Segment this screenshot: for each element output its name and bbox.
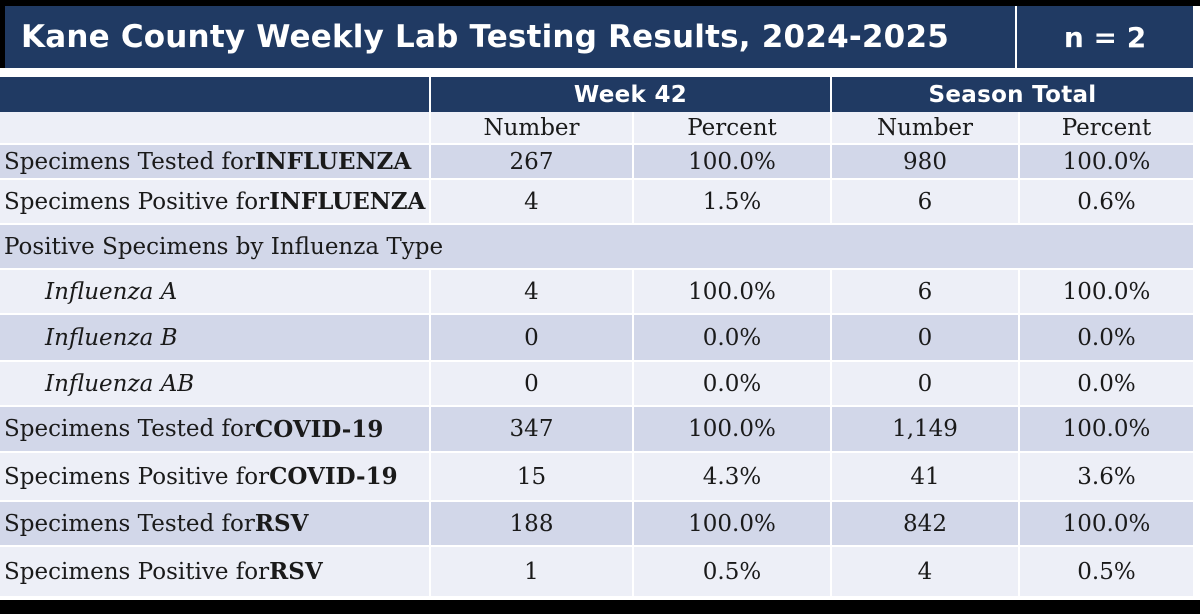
row-label: Positive Specimens by Influenza Type [0, 225, 1193, 268]
sub-header-row: Number Percent Number Percent [0, 112, 1193, 143]
table-row: Specimens Positive for COVID-19 15 4.3% 41 3… [0, 453, 1193, 500]
value-cell: 347 [431, 407, 632, 451]
value-cell: 6 [832, 270, 1018, 313]
table-row: Specimens Positive for INFLUENZA 4 1.5% 6 0.… [0, 180, 1193, 223]
value-cell: 0 [431, 315, 632, 360]
title-bar: Kane County Weekly Lab Testing Results, … [0, 6, 1193, 68]
value-cell: 980 [832, 145, 1018, 178]
row-label: Specimens Positive for INFLUENZA [0, 180, 429, 223]
row-label: Specimens Positive for COVID-19 [0, 453, 429, 500]
row-label: Specimens Positive for RSV [0, 547, 429, 596]
value-cell: 0.5% [634, 547, 830, 596]
column-group-empty [0, 77, 429, 112]
value-cell: 267 [431, 145, 632, 178]
page-title: Kane County Weekly Lab Testing Results, … [21, 19, 949, 55]
value-cell: 1 [431, 547, 632, 596]
row-label: Specimens Tested for COVID-19 [0, 407, 429, 451]
table-row: Specimens Tested for INFLUENZA 267 100.0% 9… [0, 145, 1193, 178]
table-row: Positive Specimens by Influenza Type [0, 225, 1193, 268]
value-cell: 0.0% [634, 315, 830, 360]
value-cell: 41 [832, 453, 1018, 500]
value-cell: 100.0% [634, 407, 830, 451]
column-group-season: Season Total [832, 77, 1193, 112]
value-cell: 1.5% [634, 180, 830, 223]
value-cell: 100.0% [1020, 270, 1193, 313]
value-cell: 0.6% [1020, 180, 1193, 223]
table-row: Influenza A 4 100.0% 6 100.0% [0, 270, 1193, 313]
row-label: Influenza B [0, 315, 429, 360]
value-cell: 100.0% [1020, 502, 1193, 545]
value-cell: 15 [431, 453, 632, 500]
table-row: Influenza B 0 0.0% 0 0.0% [0, 315, 1193, 360]
title-divider-gap [0, 68, 1200, 77]
value-cell: 1,149 [832, 407, 1018, 451]
row-label: Influenza AB [0, 362, 429, 405]
value-cell: 100.0% [1020, 407, 1193, 451]
row-label: Specimens Tested for RSV [0, 502, 429, 545]
value-cell: 4 [431, 270, 632, 313]
sample-count-badge: n = 2 [1015, 6, 1193, 68]
table-body: Specimens Tested for INFLUENZA 267 100.0% 9… [0, 145, 1200, 596]
table-row: Specimens Tested for RSV 188 100.0% 842 100.… [0, 502, 1193, 545]
row-label: Specimens Tested for INFLUENZA [0, 145, 429, 178]
value-cell: 4 [431, 180, 632, 223]
value-cell: 0.5% [1020, 547, 1193, 596]
value-cell: 6 [832, 180, 1018, 223]
sub-header-empty [0, 112, 429, 143]
value-cell: 0 [832, 362, 1018, 405]
value-cell: 0.0% [1020, 362, 1193, 405]
value-cell: 188 [431, 502, 632, 545]
value-cell: 0.0% [634, 362, 830, 405]
value-cell: 0 [431, 362, 632, 405]
col-header-season-number: Number [832, 112, 1018, 143]
table-row: Specimens Tested for COVID-19 347 100.0% 1,… [0, 407, 1193, 451]
column-group-week: Week 42 [431, 77, 830, 112]
column-group-header: Week 42 Season Total [0, 77, 1193, 112]
bottom-bar [0, 600, 1200, 614]
value-cell: 4 [832, 547, 1018, 596]
value-cell: 100.0% [634, 270, 830, 313]
value-cell: 3.6% [1020, 453, 1193, 500]
value-cell: 100.0% [634, 502, 830, 545]
value-cell: 4.3% [634, 453, 830, 500]
table-row: Influenza AB 0 0.0% 0 0.0% [0, 362, 1193, 405]
value-cell: 842 [832, 502, 1018, 545]
row-label: Influenza A [0, 270, 429, 313]
value-cell: 0.0% [1020, 315, 1193, 360]
table-row: Specimens Positive for RSV 1 0.5% 4 0.5% [0, 547, 1193, 596]
value-cell: 0 [832, 315, 1018, 360]
value-cell: 100.0% [634, 145, 830, 178]
value-cell: 100.0% [1020, 145, 1193, 178]
col-header-season-percent: Percent [1020, 112, 1193, 143]
table-canvas: Kane County Weekly Lab Testing Results, … [0, 6, 1200, 600]
col-header-week-percent: Percent [634, 112, 830, 143]
col-header-week-number: Number [431, 112, 632, 143]
